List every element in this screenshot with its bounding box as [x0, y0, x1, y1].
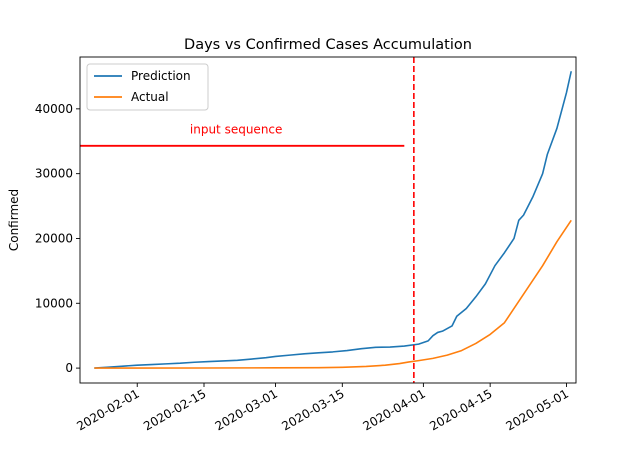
- legend-label-prediction: Prediction: [131, 69, 191, 83]
- input-sequence-label: input sequence: [190, 123, 283, 137]
- legend: Prediction Actual: [86, 63, 209, 111]
- y-tick-label: 0: [65, 361, 73, 375]
- y-tick-label: 20000: [35, 231, 73, 245]
- y-axis-label: Confirmed: [7, 189, 21, 251]
- chart-title: Days vs Confirmed Cases Accumulation: [184, 37, 472, 53]
- axes-frame: [79, 56, 577, 384]
- y-tick-label: 10000: [35, 296, 73, 310]
- series-line-actual: [94, 219, 572, 369]
- y-tick-label: 40000: [35, 102, 73, 116]
- y-tick-label: 30000: [35, 167, 73, 181]
- legend-label-actual: Actual: [131, 90, 169, 104]
- series-line-prediction: [94, 71, 573, 369]
